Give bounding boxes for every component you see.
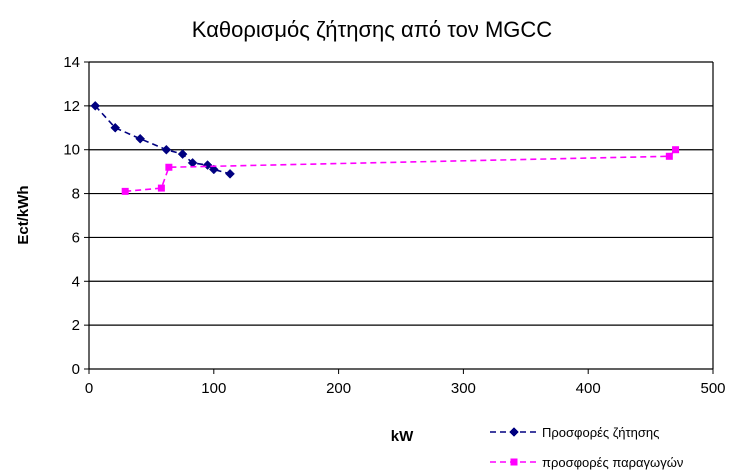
x-tick-label-400: 400 [576,380,601,397]
legend-item-demand: Προσφορές ζήτησης [490,425,659,440]
y-tick-label-2: 2 [72,317,80,334]
x-axis-title: kW [391,428,414,445]
series-0-point-7 [208,164,219,175]
y-tick-label-14: 14 [63,54,80,71]
series-0-point-6 [202,160,213,170]
legend-label-demand: Προσφορές ζήτησης [542,425,659,440]
series-0-point-1 [110,122,121,133]
series-1-point-1 [157,184,165,192]
series-1-point-0 [121,187,129,195]
y-tick-label-8: 8 [72,186,80,203]
chart-title: Καθορισμός ζήτησης από τον MGCC [192,17,552,42]
legend: Προσφορές ζήτησης προσφορές παραγωγών [490,425,683,470]
legend-item-producers: προσφορές παραγωγών [490,455,683,470]
grid-lines [89,61,713,326]
legend-label-producers: προσφορές παραγωγών [542,455,683,470]
axes [84,61,714,374]
legend-marker-demand [509,427,519,437]
y-tick-label-10: 10 [63,142,80,159]
y-tick-label-6: 6 [72,229,80,246]
x-tick-labels: 0 100 200 300 400 500 [85,380,726,397]
series-line-1 [125,149,677,193]
series-1-point-2 [165,163,173,171]
series-0-point-2 [135,133,146,144]
series-0-point-8 [225,168,235,179]
legend-marker-shape-1 [510,458,518,466]
series-1 [121,146,680,195]
series-0 [90,101,235,179]
x-tick-label-100: 100 [201,380,226,397]
x-tick-label-0: 0 [85,380,93,397]
series-1-point-4 [672,146,680,154]
series-0-point-3 [161,144,172,155]
series-0-point-4 [177,149,188,159]
series-1-point-3 [665,152,673,160]
y-tick-label-12: 12 [63,98,80,115]
legend-marker-shape-0 [509,427,519,437]
y-tick-label-0: 0 [72,361,80,378]
x-tick-label-200: 200 [326,380,351,397]
y-axis-title: Ect/kWh [15,185,32,244]
x-tick-label-300: 300 [451,380,476,397]
legend-marker-producers [510,458,518,466]
series-layer [90,101,680,195]
y-tick-label-4: 4 [72,273,80,290]
x-tick-label-500: 500 [700,380,725,397]
series-0-point-0 [90,101,101,111]
y-tick-labels: 0 2 4 6 8 10 12 14 [63,54,80,378]
